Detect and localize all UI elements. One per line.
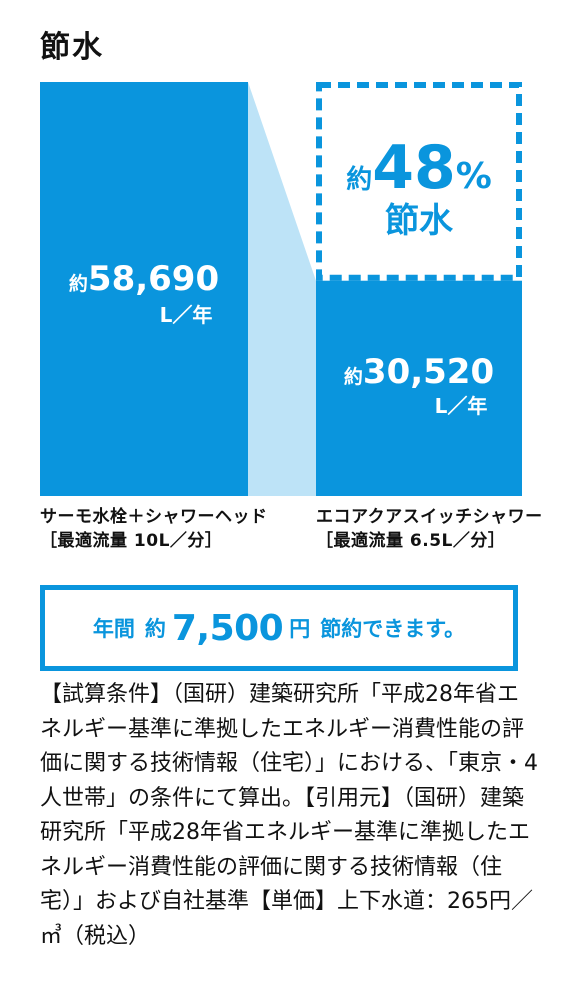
- category-label-1: サーモ水栓＋シャワーヘッド ［最適流量 10L／分］: [40, 505, 268, 553]
- bar-unit-label-1: L／年: [160, 303, 213, 327]
- category-spec-1: ［最適流量 10L／分］: [40, 531, 223, 551]
- banner-label-year: 年間: [92, 617, 135, 641]
- category-spec-2: ［最適流量 6.5L／分］: [316, 531, 506, 551]
- bar-value-label-1: 約58,690: [69, 259, 219, 299]
- savings-label: 節水: [385, 201, 454, 241]
- banner-label-save: 節約できます。: [320, 617, 466, 641]
- savings-dashed-outline: [316, 82, 522, 281]
- category-name-1: サーモ水栓＋シャワーヘッド: [40, 507, 268, 527]
- category-label-2: エコアクアスイッチシャワー ［最適流量 6.5L／分］: [316, 505, 543, 553]
- banner-unit: 円: [289, 617, 311, 641]
- banner-amount: 7,500: [171, 607, 284, 649]
- bar-unit-label-2: L／年: [435, 394, 488, 418]
- bar-1: [40, 82, 248, 496]
- annual-savings-banner: 年間 約 7,500 円 節約できます。: [40, 585, 518, 671]
- savings-percent: 約48%: [346, 133, 492, 203]
- bar-value-label-2: 約30,520: [344, 352, 494, 392]
- category-name-2: エコアクアスイッチシャワー: [316, 507, 543, 527]
- page-title: 節水: [40, 30, 104, 65]
- calculation-notes: 【試算条件】（国研）建築研究所「平成28年省エネルギー基準に準拠したエネルギー消…: [40, 682, 538, 949]
- bar-2: [316, 280, 522, 496]
- bar-connector: [248, 82, 316, 496]
- banner-label-approx: 約: [144, 617, 166, 641]
